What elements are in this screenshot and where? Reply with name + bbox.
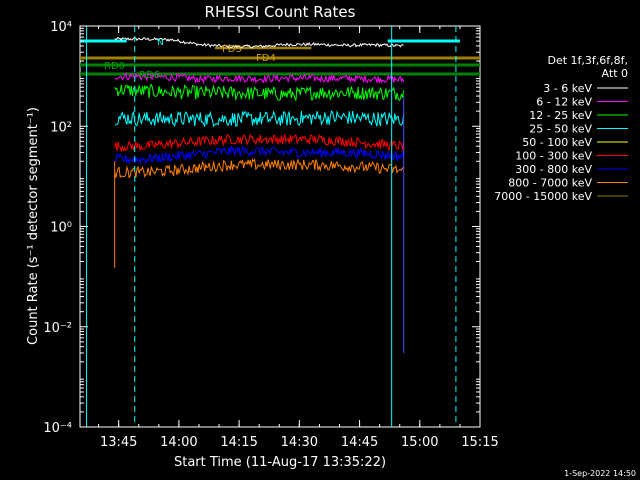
series-line-7 <box>114 158 405 179</box>
annotation-n: N <box>157 38 164 48</box>
series-line-2 <box>114 83 405 102</box>
series-line-1 <box>114 71 405 85</box>
y-tick-label: 10⁰ <box>50 221 72 236</box>
y-tick-label: 10⁻² <box>43 321 72 336</box>
y-tick-label: 10⁴ <box>50 20 72 35</box>
legend-entry-label: 300 - 800 keV <box>515 163 592 176</box>
plot-frame <box>79 25 481 428</box>
timestamp: 1-Sep-2022 14:50 <box>564 469 636 478</box>
legend-entry-label: 25 - 50 keV <box>529 123 592 136</box>
x-tick-label: 14:45 <box>341 435 378 450</box>
legend-title-line2: Att 0 <box>602 67 628 80</box>
legend-entry-label: 3 - 6 keV <box>543 82 592 95</box>
series-line-3 <box>114 110 405 128</box>
series-line-6 <box>114 145 405 166</box>
x-tick-label: 14:30 <box>281 435 318 450</box>
x-tick-label: 14:00 <box>160 435 197 450</box>
legend-entry-label: 12 - 25 keV <box>529 109 592 122</box>
annotation-rd0: RD0 <box>104 61 125 72</box>
axes: 13:45 14:00 14:15 14:30 14:45 15:00 15:15 10⁻⁴ 1… <box>43 20 498 450</box>
x-tick-label: 14:15 <box>220 435 257 450</box>
chart-title: RHESSI Count Rates <box>205 3 356 21</box>
series-line-5 <box>114 133 405 153</box>
legend-entry-label: 50 - 100 keV <box>522 136 592 149</box>
legend-entry-label: 800 - 7000 keV <box>508 177 592 190</box>
annotation-fd3: FD3 <box>222 44 242 55</box>
vertical-markers <box>86 26 457 427</box>
y-tick-label: 10⁻⁴ <box>43 421 72 436</box>
legend-entry-label: 6 - 12 keV <box>536 96 592 109</box>
x-tick-label: 13:45 <box>100 435 137 450</box>
annotation-rd6: RD6 <box>139 70 160 81</box>
legend-title-line1: Det 1f,3f,6f,8f, <box>547 54 628 67</box>
x-tick-label: 15:00 <box>401 435 438 450</box>
x-tick-label: 15:15 <box>461 435 498 450</box>
y-tick-label: 10² <box>50 120 72 135</box>
y-axis-label: Count Rate (s⁻¹ detector segment⁻¹) <box>26 107 41 345</box>
annotation-fd4: FD4 <box>256 53 276 64</box>
orbit-status-bars <box>80 39 480 76</box>
legend-entry-label: 100 - 300 keV <box>515 150 592 163</box>
series-line-0 <box>114 36 404 49</box>
series-group <box>114 36 405 353</box>
legend-entry-label: 7000 - 15000 keV <box>494 190 592 203</box>
x-axis-label: Start Time (11-Aug-17 13:35:22) <box>174 455 386 470</box>
